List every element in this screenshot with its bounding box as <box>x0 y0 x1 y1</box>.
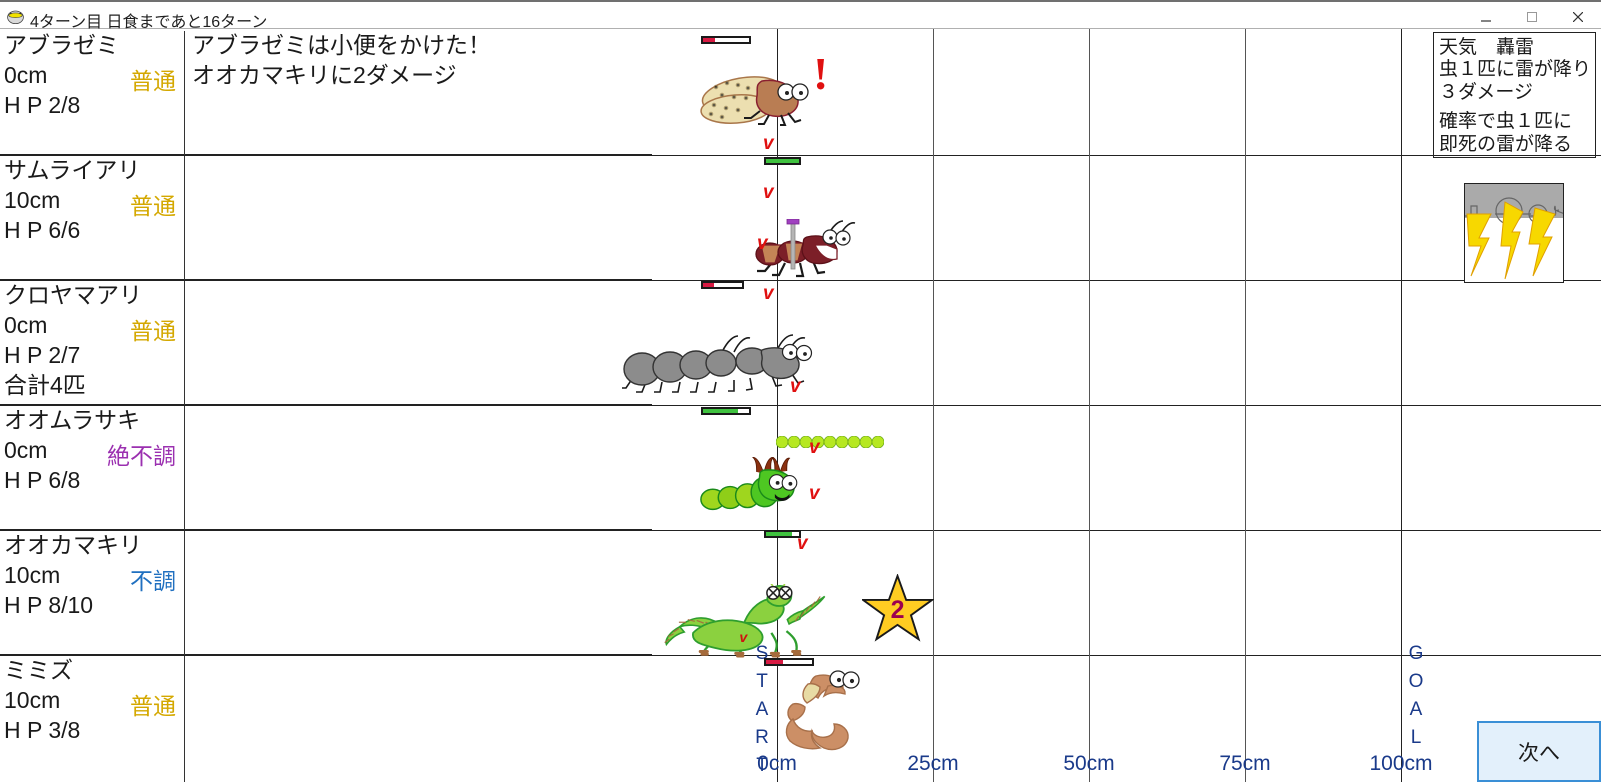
svg-text:2: 2 <box>891 596 905 624</box>
svg-text:v: v <box>739 630 748 646</box>
